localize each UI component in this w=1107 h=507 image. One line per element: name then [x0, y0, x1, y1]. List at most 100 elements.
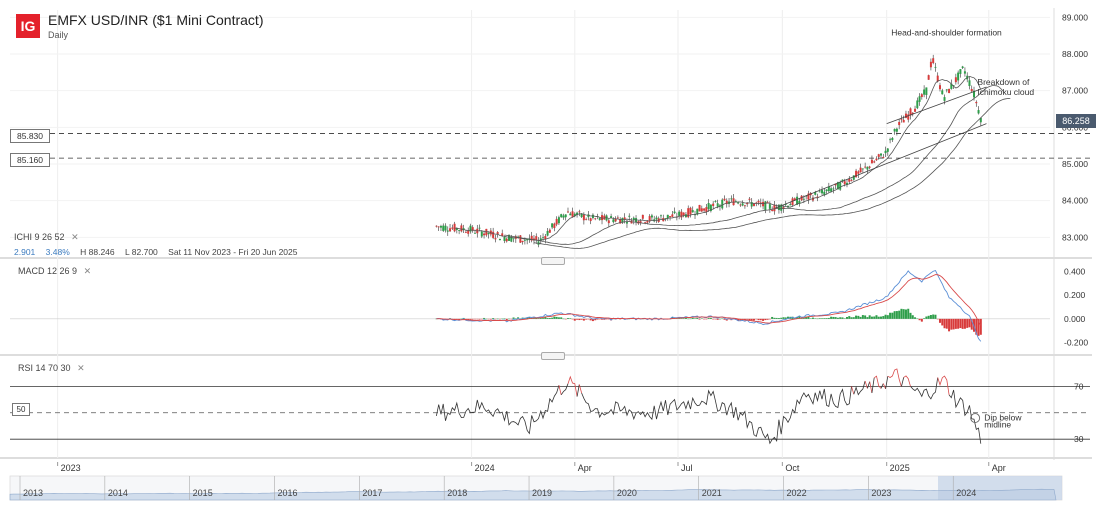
candle-body: [902, 119, 905, 123]
candle-body: [848, 179, 851, 182]
candle-body: [891, 137, 894, 141]
macd-histogram-bar: [542, 318, 545, 319]
candle-body: [845, 182, 848, 186]
rsi-line: [560, 383, 569, 396]
candle-body: [449, 228, 452, 232]
candle-body: [494, 238, 497, 240]
macd-histogram-bar: [752, 318, 755, 321]
macd-histogram-bar: [895, 311, 898, 319]
macd-histogram-bar: [496, 318, 499, 320]
candle-body: [873, 161, 876, 163]
macd-histogram-bar: [780, 317, 783, 319]
macd-histogram-bar: [483, 317, 486, 319]
macd-legend[interactable]: MACD 12 26 9 ✕: [18, 266, 91, 277]
macd-histogram-bar: [501, 318, 504, 320]
candle-body: [784, 204, 787, 206]
macd-histogram-bar: [791, 316, 794, 319]
candle-body: [800, 195, 803, 201]
candle-body: [780, 204, 783, 211]
close-icon[interactable]: ✕: [71, 232, 79, 242]
candle-body: [671, 214, 674, 217]
macd-histogram-bar: [952, 318, 955, 330]
macd-histogram-bar: [784, 317, 787, 319]
x-tick-label: Apr: [992, 463, 1006, 473]
rsi-line: [887, 368, 902, 387]
macd-histogram-bar: [798, 316, 801, 319]
candle-body: [830, 188, 833, 192]
macd-signal-line: [436, 274, 982, 326]
candle-body: [900, 118, 903, 120]
macd-histogram-bar: [694, 318, 697, 319]
candle-body: [773, 204, 776, 212]
rsi-line: [867, 381, 871, 389]
candle-body: [793, 198, 796, 201]
candle-body: [909, 108, 912, 116]
macd-histogram-bar: [458, 318, 461, 320]
candle-body: [791, 198, 794, 205]
macd-histogram-bar: [544, 316, 547, 319]
rsi-tick-label: 30: [1074, 434, 1084, 444]
candle-body: [932, 58, 935, 64]
candle-body: [943, 97, 946, 101]
navigator-bar[interactable]: 2013 2014 2015 2016 2017 2018 2019 2020 2021 2022…: [9, 475, 1063, 501]
macd-histogram-bar: [716, 318, 719, 320]
candle-body: [632, 217, 635, 221]
pane-resize-handle[interactable]: [541, 257, 565, 265]
trendline[interactable]: [775, 123, 987, 209]
ichimoku-legend[interactable]: ICHI 9 26 52 ✕: [14, 232, 79, 243]
candle-body: [582, 214, 585, 221]
macd-histogram-bar: [918, 318, 921, 321]
candle-body: [521, 240, 524, 242]
close-icon[interactable]: ✕: [77, 363, 85, 373]
close-icon[interactable]: ✕: [83, 266, 92, 276]
macd-histogram-bar: [766, 318, 769, 320]
candle-body: [859, 167, 862, 173]
candle-body: [505, 238, 508, 242]
macd-histogram-bar: [950, 318, 953, 330]
candle-body: [562, 215, 565, 218]
candle-body: [619, 219, 622, 224]
level-tag-lower: 85.160: [10, 153, 50, 167]
candle-body: [635, 218, 638, 223]
candle-body: [823, 191, 826, 196]
candle-body: [868, 166, 871, 168]
candle-body: [464, 231, 467, 233]
candle-body: [798, 201, 801, 204]
macd-histogram-bar: [703, 318, 706, 320]
candle-body: [834, 183, 837, 186]
axes: 2023 2024 Apr Jul Oct 2025 Apr 83.000 84.000 85.0…: [57, 12, 1088, 473]
macd-histogram-bar: [487, 318, 490, 320]
macd-histogram-bar: [473, 318, 476, 320]
macd-histogram-bar: [460, 318, 463, 320]
macd-histogram-bar: [880, 316, 883, 319]
y-tick-label: 89.000: [1062, 12, 1088, 22]
pane-resize-handle[interactable]: [541, 352, 565, 360]
macd-histogram-bar: [480, 318, 483, 320]
candle-body: [542, 237, 545, 239]
rsi-line: [885, 376, 889, 389]
candle-body: [864, 166, 867, 168]
macd-histogram-bar: [963, 318, 966, 329]
macd-histogram-bar: [932, 314, 935, 319]
price-pane[interactable]: Head-and-shoulder formation Breakdown ofI…: [50, 28, 1090, 249]
ichimoku-line: [504, 85, 1004, 245]
macd-histogram-bar: [814, 318, 817, 319]
rsi-legend[interactable]: RSI 14 70 30 ✕: [18, 363, 85, 374]
candle-body: [705, 207, 708, 213]
navigator-year-label: 2022: [787, 488, 807, 498]
macd-tick-label: -0.200: [1064, 338, 1088, 348]
neckline[interactable]: [886, 86, 987, 125]
candle-body: [979, 117, 982, 123]
candle-body: [918, 96, 921, 102]
candle-body: [473, 232, 476, 234]
candle-body: [898, 121, 901, 126]
candle-body: [825, 189, 828, 192]
change-percent: 3.48%: [45, 247, 70, 257]
macd-pane[interactable]: [10, 269, 1050, 342]
macd-histogram-bar: [564, 318, 567, 320]
candle-body: [814, 192, 817, 195]
candle-body: [698, 204, 701, 212]
macd-histogram-bar: [764, 318, 767, 321]
candle-body: [569, 213, 572, 216]
